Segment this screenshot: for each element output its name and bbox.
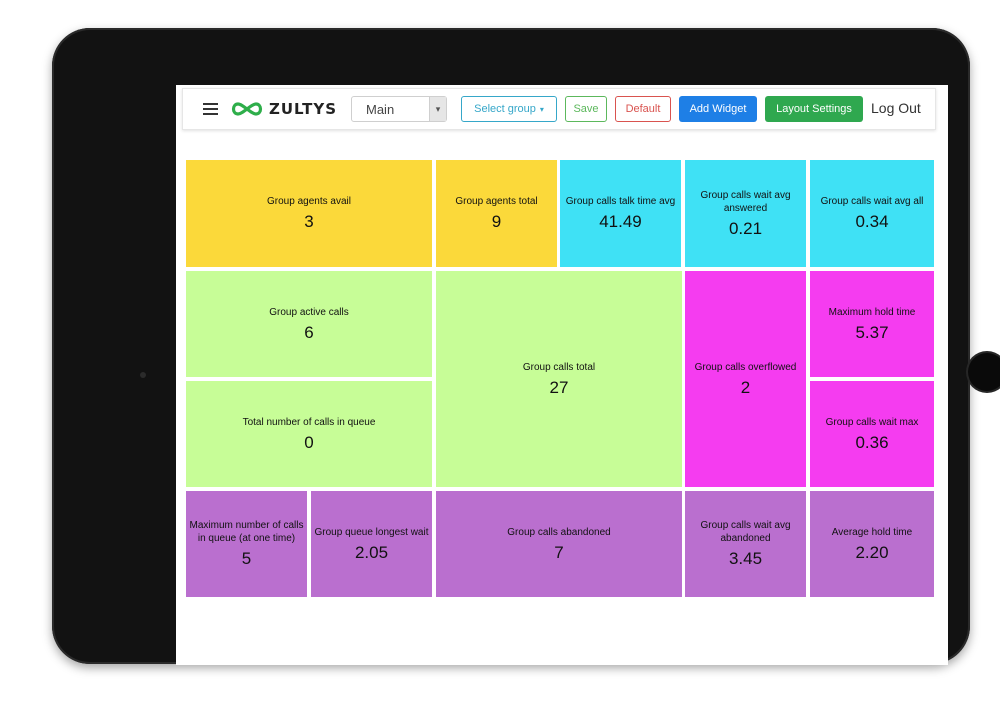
widget-label: Average hold time: [831, 526, 913, 538]
widget-value: 3: [304, 212, 314, 231]
save-button[interactable]: Save: [565, 96, 607, 122]
widget-label: Group calls wait max: [825, 416, 919, 428]
widget-label: Group active calls: [269, 306, 349, 318]
default-button[interactable]: Default: [615, 96, 671, 122]
widget-average-hold-time[interactable]: Average hold time 2.20: [810, 491, 934, 597]
widget-value: 0: [304, 432, 314, 452]
widget-group-calls-total[interactable]: Group calls total 27: [436, 271, 682, 487]
select-group-button[interactable]: Select group ▾: [461, 96, 557, 122]
tablet-frame: ZULTYS Main ▾ Select group ▾ Save Defaul…: [52, 28, 1000, 665]
widget-group-calls-abandoned[interactable]: Group calls abandoned 7: [436, 491, 682, 597]
layout-settings-button[interactable]: Layout Settings: [765, 96, 863, 122]
home-button[interactable]: [968, 353, 1000, 391]
widget-label: Group calls overflowed: [694, 361, 797, 373]
widget-label: Group calls abandoned: [507, 526, 611, 538]
add-widget-button[interactable]: Add Widget: [679, 96, 757, 122]
widget-value: 0.21: [728, 218, 763, 238]
widget-value: 2: [740, 377, 751, 397]
infinity-logo-icon: [231, 102, 263, 116]
widget-label: Group calls wait avg abandoned: [700, 520, 791, 544]
widget-value: 7: [554, 542, 564, 562]
brand-name: ZULTYS: [269, 100, 338, 118]
widget-value: 5: [241, 549, 252, 568]
widget-label: Group calls total: [522, 361, 596, 373]
widget-group-calls-wait-avg-all[interactable]: Group calls wait avg all 0.34: [810, 160, 934, 267]
widget-label: Group calls wait avg answered: [700, 189, 791, 214]
select-group-label: Select group: [474, 103, 536, 115]
widget-value: 3.45: [728, 549, 763, 568]
widget-label: Maximum number of calls in queue (at one…: [189, 520, 304, 544]
layout-select-value: Main: [366, 101, 395, 117]
widget-group-active-calls[interactable]: Group active calls 6: [186, 271, 432, 377]
widget-value: 27: [549, 377, 569, 397]
widget-group-calls-wait-avg-answered[interactable]: Group calls wait avg answered 0.21: [685, 160, 806, 267]
layout-select[interactable]: Main ▾: [351, 96, 447, 122]
widget-label: Group agents total: [455, 196, 538, 207]
widget-group-calls-talk-time-avg[interactable]: Group calls talk time avg 41.49: [560, 160, 681, 267]
widget-value: 2.05: [354, 542, 389, 562]
top-navbar: ZULTYS Main ▾ Select group ▾ Save Defaul…: [182, 88, 936, 130]
widget-label: Group agents avail: [267, 196, 351, 207]
widget-total-number-of-calls-in-queue[interactable]: Total number of calls in queue 0: [186, 381, 432, 487]
widget-maximum-number-of-calls-in-queue[interactable]: Maximum number of calls in queue (at one…: [186, 491, 307, 597]
widget-value: 9: [491, 212, 502, 231]
zultys-logo: ZULTYS: [229, 98, 337, 120]
widget-maximum-hold-time[interactable]: Maximum hold time 5.37: [810, 271, 934, 377]
widget-group-calls-overflowed[interactable]: Group calls overflowed 2: [685, 271, 806, 487]
widget-label: Total number of calls in queue: [242, 416, 376, 428]
widget-group-calls-wait-avg-abandoned[interactable]: Group calls wait avg abandoned 3.45: [685, 491, 806, 597]
chevron-down-icon[interactable]: ▾: [429, 97, 446, 121]
widget-value: 41.49: [599, 212, 642, 231]
widget-group-agents-avail[interactable]: Group agents avail 3: [186, 160, 432, 267]
caret-down-icon: ▾: [539, 104, 544, 114]
widget-label: Maximum hold time: [828, 306, 916, 318]
widget-label: Group calls wait avg all: [820, 196, 924, 207]
hamburger-menu-icon[interactable]: [203, 103, 218, 115]
dashboard-screen: ZULTYS Main ▾ Select group ▾ Save Defaul…: [176, 85, 948, 665]
widget-value: 6: [304, 322, 314, 342]
logout-link[interactable]: Log Out: [871, 100, 921, 116]
widget-value: 2.20: [855, 542, 889, 562]
camera-icon: [140, 372, 146, 378]
widget-value: 0.34: [855, 212, 889, 231]
widget-label: Group queue longest wait: [314, 526, 429, 538]
widget-group-queue-longest-wait[interactable]: Group queue longest wait 2.05: [311, 491, 432, 597]
widget-label: Group calls talk time avg: [565, 196, 676, 207]
widget-value: 5.37: [855, 322, 889, 342]
widget-group-agents-total[interactable]: Group agents total 9: [436, 160, 557, 267]
widget-group-calls-wait-max[interactable]: Group calls wait max 0.36: [810, 381, 934, 487]
widget-value: 0.36: [855, 432, 889, 452]
